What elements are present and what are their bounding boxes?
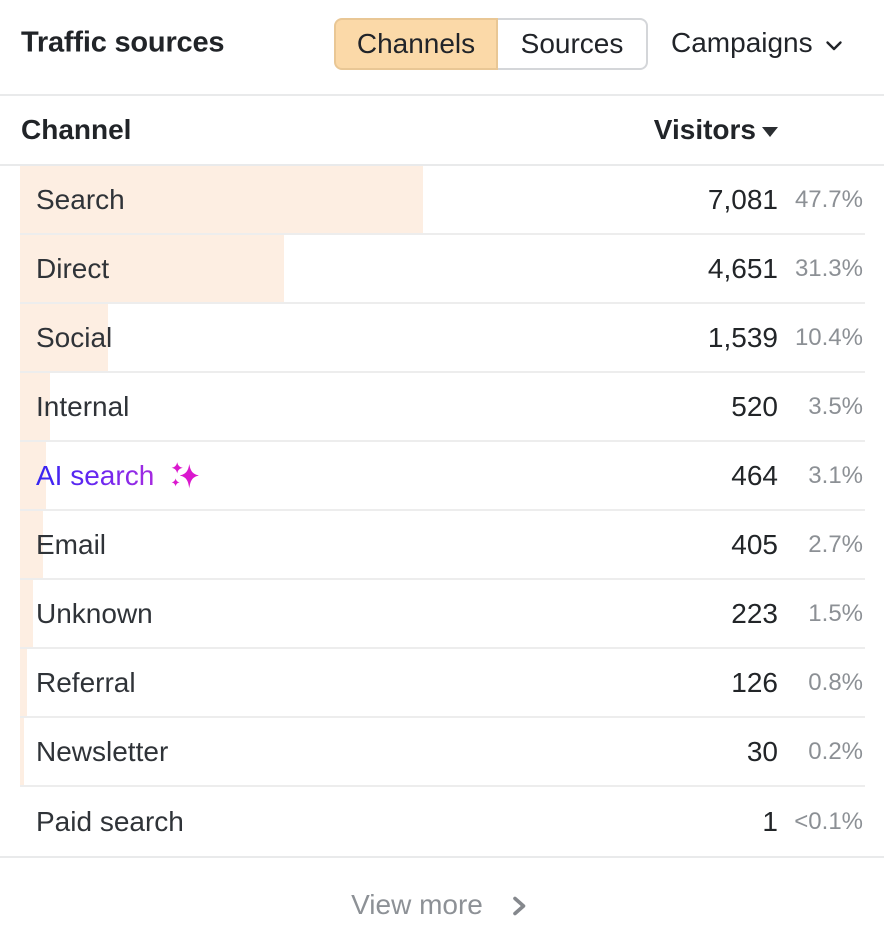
channel-row[interactable]: Referral 126 0.8% (20, 649, 865, 718)
table-bottom-divider (0, 856, 884, 858)
channel-percent: 2.7% (808, 530, 863, 558)
channel-bar (20, 580, 33, 647)
channel-visitors: 405 (731, 528, 778, 560)
column-header-visitors[interactable]: Visitors (654, 114, 778, 146)
channel-rows: Search 7,081 47.7% Direct 4,651 31.3% So… (20, 166, 865, 856)
channel-name: Paid search (36, 805, 184, 837)
channel-percent: 3.1% (808, 461, 863, 489)
ai-sparkles-icon (171, 462, 200, 489)
channels-sources-tab-group: Channels Sources (334, 18, 648, 70)
column-header-channel: Channel (21, 114, 132, 145)
channel-percent: 3.5% (808, 392, 863, 420)
channel-percent: 10.4% (794, 323, 863, 351)
channel-row[interactable]: Unknown 223 1.5% (20, 580, 865, 649)
channel-visitors: 464 (731, 459, 778, 491)
channel-percent: 31.3% (794, 254, 863, 282)
channel-row[interactable]: AI search 464 3.1% (20, 442, 865, 511)
widget-title: Traffic sources (21, 26, 225, 59)
channel-bar (20, 304, 108, 371)
chevron-right-icon (513, 896, 526, 916)
channel-bar (20, 718, 24, 785)
channel-row[interactable]: Direct 4,651 31.3% (20, 235, 865, 304)
tab-sources[interactable]: Sources (498, 18, 648, 70)
view-more-label: View more (351, 889, 483, 920)
chevron-down-icon (825, 40, 842, 50)
widget-header: Traffic sources Channels Sources Campaig… (0, 0, 884, 96)
channel-visitors: 4,651 (707, 252, 778, 284)
channel-bar (20, 166, 424, 233)
channel-name: Email (36, 528, 107, 560)
table-column-header: Channel Visitors (0, 96, 884, 166)
channel-bar (20, 649, 27, 716)
channel-visitors: 1 (762, 805, 778, 837)
channel-visitors: 1,539 (707, 321, 778, 353)
tab-channels[interactable]: Channels (334, 18, 498, 70)
channel-row[interactable]: Search 7,081 47.7% (20, 166, 865, 235)
channel-visitors: 520 (731, 390, 778, 422)
channel-percent: 47.7% (794, 185, 863, 213)
channel-row[interactable]: Newsletter 30 0.2% (20, 718, 865, 787)
channel-visitors: 30 (746, 735, 778, 767)
channel-percent: <0.1% (794, 807, 863, 835)
channel-percent: 1.5% (808, 599, 863, 627)
view-more-button[interactable]: View more (0, 858, 884, 952)
channel-row[interactable]: Paid search 1 <0.1% (20, 787, 865, 856)
channel-bar (20, 511, 43, 578)
channel-visitors: 223 (731, 597, 778, 629)
sort-desc-caret-icon (762, 127, 778, 137)
channel-name: Direct (36, 252, 110, 284)
channel-name: Internal (36, 390, 130, 422)
channel-visitors: 7,081 (707, 183, 778, 215)
channel-name: AI search (36, 459, 155, 491)
channel-row[interactable]: Social 1,539 10.4% (20, 304, 865, 373)
campaigns-dropdown[interactable]: Campaigns (671, 27, 844, 59)
campaigns-label: Campaigns (671, 27, 813, 58)
channel-name: Social (36, 321, 113, 353)
channel-bar (20, 373, 50, 440)
channel-visitors: 126 (731, 666, 778, 698)
visitors-header-label: Visitors (653, 114, 756, 145)
channel-name: Newsletter (36, 735, 169, 767)
channel-name: Unknown (36, 597, 153, 629)
channel-row[interactable]: Internal 520 3.5% (20, 373, 865, 442)
channel-name: Search (36, 183, 125, 215)
channel-percent: 0.8% (808, 668, 863, 696)
channel-row[interactable]: Email 405 2.7% (20, 511, 865, 580)
channel-percent: 0.2% (808, 737, 863, 765)
channel-bar (20, 235, 285, 302)
channel-bar (20, 442, 47, 509)
channel-name: Referral (36, 666, 136, 698)
